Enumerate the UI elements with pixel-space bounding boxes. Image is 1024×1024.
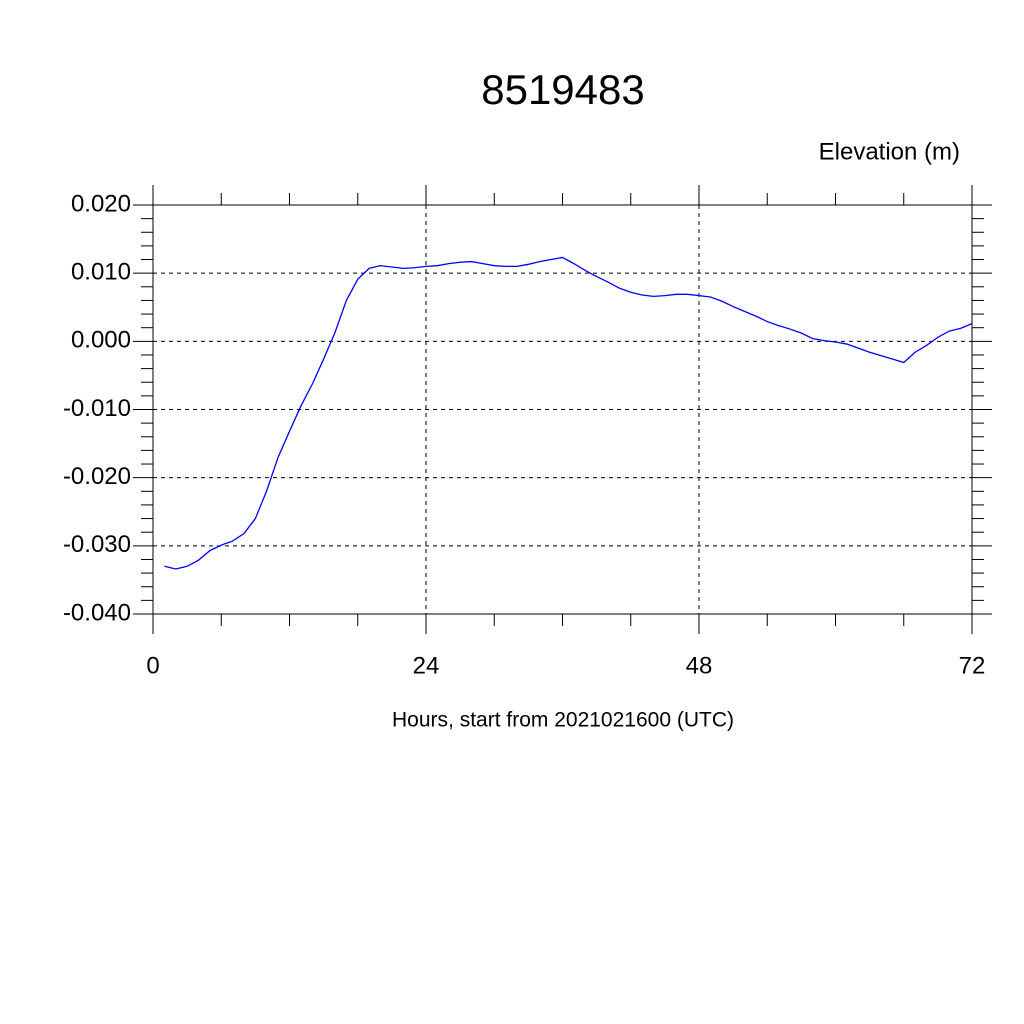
x-tick-label: 0 (146, 652, 159, 679)
chart-title: 8519483 (481, 66, 645, 113)
data-line (164, 256, 973, 570)
y-tick-label: -0.010 (63, 395, 131, 422)
y-tick-label: -0.040 (63, 599, 131, 626)
plot-frame (152, 204, 973, 615)
y-tick-label: 0.000 (71, 327, 131, 354)
y-axis-title: Elevation (m) (819, 138, 960, 165)
y-tick-label: 0.020 (71, 190, 131, 217)
y-tick-label: -0.020 (63, 463, 131, 490)
x-tick-label: 48 (686, 652, 713, 679)
y-tick-label: -0.030 (63, 531, 131, 558)
x-tick-label: 72 (959, 652, 986, 679)
y-tick-label: 0.010 (71, 259, 131, 286)
x-tick-label: 24 (413, 652, 440, 679)
x-axis-title: Hours, start from 2021021600 (UTC) (392, 709, 734, 732)
